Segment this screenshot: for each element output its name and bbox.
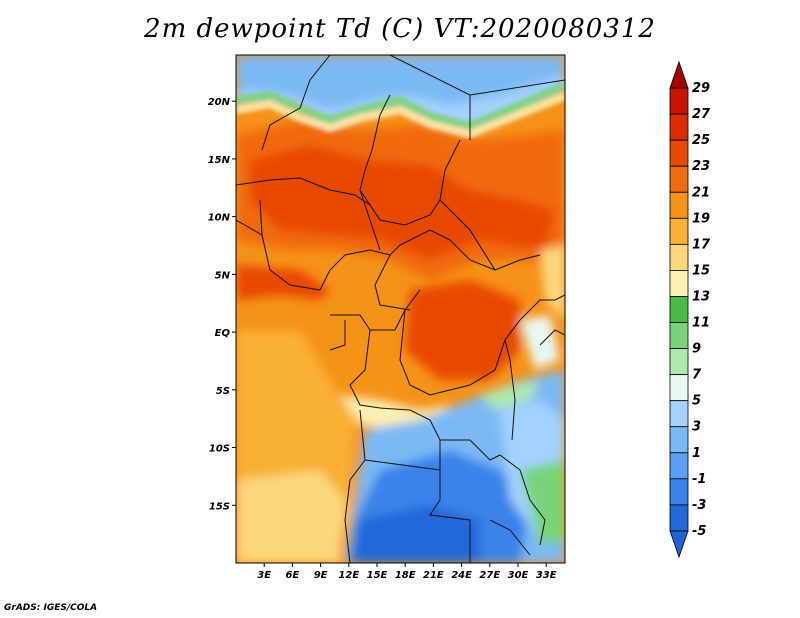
- colorbar-box: [669, 60, 689, 89]
- colorbar-label: 17: [692, 237, 711, 252]
- x-tick-label: 30E: [508, 570, 529, 581]
- y-tick-label: 20N: [208, 97, 231, 108]
- colorbar-label: 1: [692, 446, 701, 461]
- colorbar-box: [669, 478, 689, 506]
- colorbar-box: [669, 270, 689, 297]
- colorbar-label: 3: [692, 420, 701, 435]
- grads-credit: GrADS: IGES/COLA: [4, 603, 98, 613]
- colorbar-box: [669, 243, 689, 271]
- dewpoint-field: [236, 55, 565, 563]
- colorbar-label: 23: [692, 159, 710, 174]
- y-tick-label: 10S: [209, 444, 230, 455]
- colorbar-box: [669, 530, 689, 559]
- colorbar-label: 19: [692, 211, 710, 226]
- latitude-axis: 20N 15N 10N 5N EQ 5S 10S 15S: [208, 97, 236, 512]
- colorbar-box: [669, 191, 689, 219]
- y-tick-label: 5S: [216, 386, 230, 397]
- colorbar-box: [669, 139, 689, 167]
- x-tick-label: 24E: [451, 570, 472, 581]
- colorbar-boxes: [669, 60, 689, 559]
- y-tick-label: 15S: [209, 501, 230, 512]
- colorbar-label: 25: [692, 133, 710, 148]
- colorbar-labels: 29 27 25 23 21 19 17 15 13 11 9 7 5 3 1 -1 -3 -5: [692, 81, 711, 539]
- x-tick-label: 18E: [395, 570, 416, 581]
- map-title: 2m dewpoint Td (C) VT:2020080312: [144, 14, 656, 44]
- country-borders: [236, 55, 565, 563]
- colorbar-box: [669, 400, 689, 428]
- x-tick-label: 27E: [479, 570, 500, 581]
- colorbar-box: [669, 348, 689, 376]
- colorbar-box: [669, 426, 689, 454]
- colorbar-label: 21: [692, 185, 710, 200]
- x-tick-label: 15E: [367, 570, 388, 581]
- x-tick-label: 33E: [536, 570, 557, 581]
- colorbar-label: -5: [692, 524, 706, 539]
- x-tick-label: 9E: [314, 570, 328, 581]
- colorbar-label: -3: [692, 498, 706, 513]
- colorbar-box: [669, 296, 689, 323]
- colorbar-box: [669, 217, 689, 245]
- map-frame: [235, 54, 566, 564]
- colorbar-label: 9: [692, 342, 701, 357]
- colorbar-box: [669, 374, 689, 402]
- y-tick-label: 15N: [208, 155, 231, 166]
- colorbar-box: [669, 87, 689, 115]
- longitude-axis: 3E 6E 9E 12E 15E 18E 21E 24E 27E 30E 33E: [257, 563, 557, 581]
- colorbar-label: 27: [692, 107, 711, 122]
- y-tick-label: EQ: [215, 328, 231, 339]
- x-tick-label: 3E: [257, 570, 271, 581]
- colorbar-label: 29: [692, 81, 710, 96]
- colorbar-label: 5: [692, 394, 701, 409]
- colorbar-label: 15: [692, 263, 710, 278]
- x-tick-label: 21E: [423, 570, 444, 581]
- colorbar-box: [669, 452, 689, 480]
- colorbar-box: [669, 113, 689, 141]
- x-tick-label: 12E: [338, 570, 359, 581]
- colorbar-box: [669, 504, 689, 532]
- y-tick-label: 10N: [208, 213, 231, 224]
- colorbar-box: [669, 322, 689, 349]
- colorbar-label: 7: [692, 368, 702, 383]
- colorbar-label: -1: [692, 472, 706, 487]
- y-tick-label: 5N: [215, 270, 231, 281]
- colorbar-label: 11: [692, 316, 710, 331]
- colorbar-box: [669, 165, 689, 193]
- colorbar-label: 13: [692, 289, 710, 304]
- x-tick-label: 6E: [286, 570, 300, 581]
